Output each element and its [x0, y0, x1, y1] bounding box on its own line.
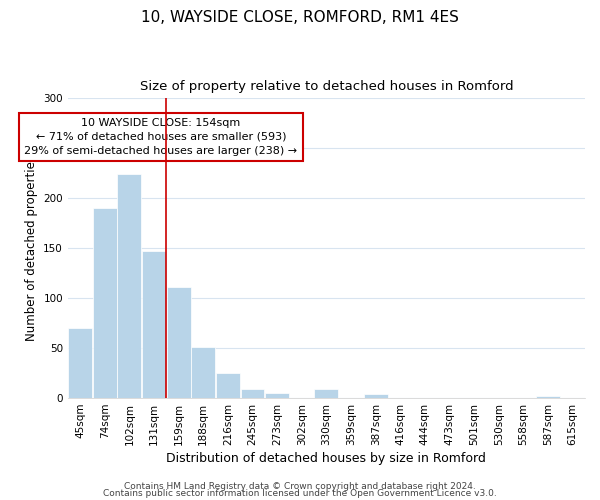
Title: Size of property relative to detached houses in Romford: Size of property relative to detached ho… [140, 80, 513, 93]
Bar [191, 347, 215, 398]
Bar [364, 394, 388, 398]
Text: Contains HM Land Registry data © Crown copyright and database right 2024.: Contains HM Land Registry data © Crown c… [124, 482, 476, 491]
Bar [167, 287, 191, 398]
Bar [241, 389, 265, 398]
Bar [536, 396, 560, 398]
Bar [118, 174, 142, 398]
Bar [142, 251, 166, 398]
Y-axis label: Number of detached properties: Number of detached properties [25, 155, 38, 341]
X-axis label: Distribution of detached houses by size in Romford: Distribution of detached houses by size … [166, 452, 487, 465]
Bar [93, 208, 117, 398]
Text: 10 WAYSIDE CLOSE: 154sqm
← 71% of detached houses are smaller (593)
29% of semi-: 10 WAYSIDE CLOSE: 154sqm ← 71% of detach… [25, 118, 298, 156]
Text: 10, WAYSIDE CLOSE, ROMFORD, RM1 4ES: 10, WAYSIDE CLOSE, ROMFORD, RM1 4ES [141, 10, 459, 25]
Bar [216, 373, 240, 398]
Text: Contains public sector information licensed under the Open Government Licence v3: Contains public sector information licen… [103, 490, 497, 498]
Bar [265, 393, 289, 398]
Bar [314, 389, 338, 398]
Bar [68, 328, 92, 398]
